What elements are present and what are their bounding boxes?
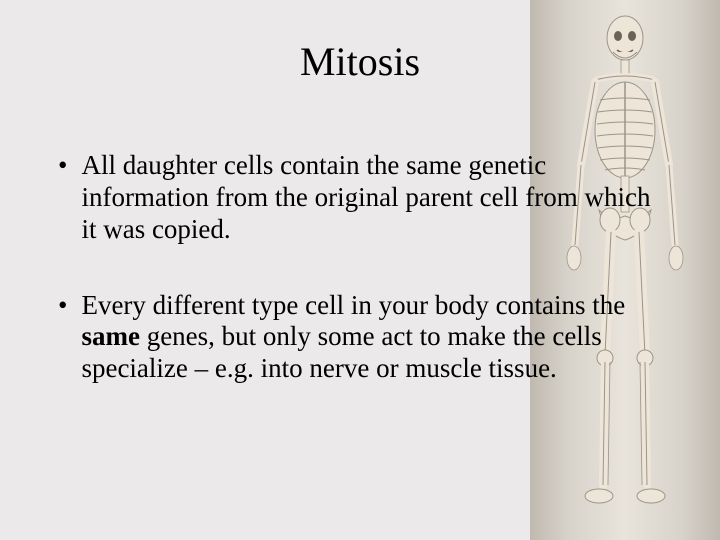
slide-body: • All daughter cells contain the same ge… (58, 150, 658, 429)
bullet-item: • All daughter cells contain the same ge… (58, 150, 658, 246)
bullet-marker-icon: • (58, 150, 67, 182)
bullet-text-suffix: genes, but only some act to make the cel… (81, 321, 601, 383)
bullet-text: Every different type cell in your body c… (81, 290, 658, 386)
bullet-item: • Every different type cell in your body… (58, 290, 658, 386)
slide-container: Mitosis • All daughter cells contain the… (0, 0, 720, 540)
bullet-text-prefix: Every different type cell in your body c… (81, 290, 625, 320)
bullet-text-bold: same (81, 321, 139, 351)
bullet-text: All daughter cells contain the same gene… (81, 150, 658, 246)
slide-title: Mitosis (0, 38, 720, 85)
bullet-marker-icon: • (58, 290, 67, 322)
